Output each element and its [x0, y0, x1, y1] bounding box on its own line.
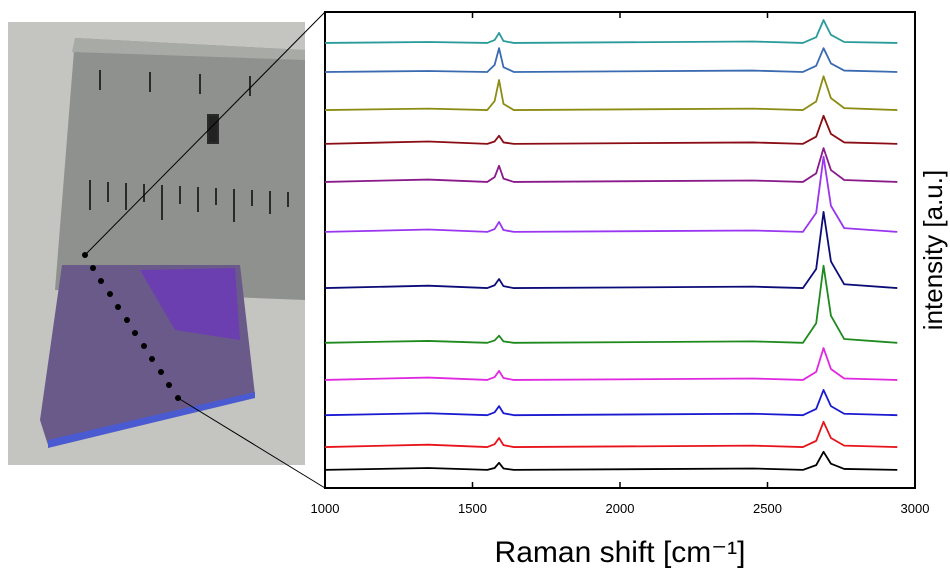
spectrum-line [324, 75, 898, 111]
x-tick-label: 2000 [606, 501, 635, 516]
ruler-ticks [89, 70, 289, 222]
x-tick-label: 1000 [311, 501, 340, 516]
spectrum-line [324, 114, 898, 145]
spectrum-line [324, 155, 898, 233]
ruler-edge [72, 38, 305, 60]
spectrum-line [324, 19, 898, 44]
x-tick-label: 1500 [458, 501, 487, 516]
ruler [55, 38, 305, 300]
spectrum-line [324, 211, 898, 289]
connector-line [84, 11, 326, 256]
x-axis-label: Raman shift [cm⁻¹] [495, 536, 746, 569]
measurement-dots [82, 252, 181, 401]
spectrum-line [324, 450, 898, 471]
spectrum-line [324, 420, 898, 448]
spectrum-line [324, 347, 898, 381]
connector-line [177, 397, 326, 489]
spectrum-line [324, 389, 898, 417]
x-tick-label: 3000 [901, 501, 930, 516]
spectrum-line [324, 147, 898, 183]
spectrum-line [324, 47, 898, 73]
y-axis-label: intensity [a.u.] [918, 170, 948, 330]
spectrum-line [324, 264, 898, 344]
x-tick-label: 2500 [753, 501, 782, 516]
photo [8, 11, 326, 489]
sample-region [140, 268, 240, 340]
sample-edge [48, 392, 255, 448]
